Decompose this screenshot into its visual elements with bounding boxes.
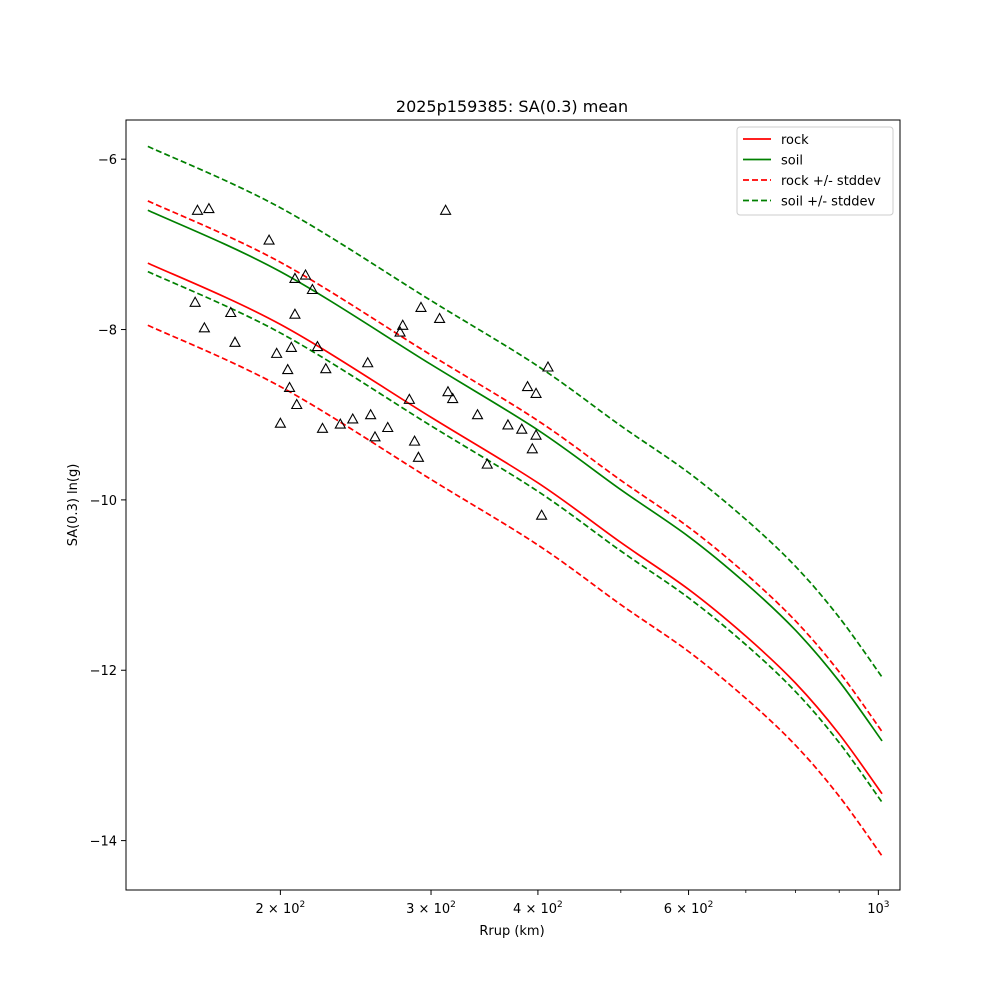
observation-point bbox=[189, 296, 202, 307]
observation-point bbox=[415, 301, 427, 312]
observation-point bbox=[394, 325, 406, 337]
legend-label: rock +/- stddev bbox=[781, 174, 881, 189]
observation-point bbox=[530, 387, 542, 398]
observation-point bbox=[224, 306, 237, 318]
observations bbox=[189, 202, 554, 520]
observation-point bbox=[299, 268, 312, 280]
observation-point bbox=[530, 429, 542, 440]
y-tick-label: −12 bbox=[90, 664, 117, 679]
observation-point bbox=[290, 398, 303, 410]
observation-point bbox=[481, 457, 494, 469]
observation-point bbox=[471, 408, 484, 420]
observation-point bbox=[316, 422, 329, 433]
observation-point bbox=[442, 385, 454, 397]
legend: rock soil rock +/- stddev soil +/- stddev bbox=[736, 126, 894, 216]
observation-point bbox=[285, 341, 298, 352]
observation-point bbox=[526, 442, 539, 454]
observation-point bbox=[229, 336, 241, 347]
axes-frame bbox=[125, 119, 901, 891]
observation-point bbox=[270, 347, 283, 358]
x-tick-label: 2 × 102 bbox=[256, 900, 306, 917]
observation-point bbox=[274, 417, 287, 428]
y-tick-label: −10 bbox=[90, 494, 117, 509]
x-tick-label: 4 × 102 bbox=[513, 900, 563, 917]
rock-stddev-line bbox=[147, 200, 883, 733]
soil-line bbox=[147, 209, 883, 742]
y-axis-label: SA(0.3) ln(g) bbox=[66, 464, 81, 547]
observation-point bbox=[263, 233, 275, 245]
observation-point bbox=[535, 509, 548, 520]
observation-point bbox=[311, 340, 324, 352]
stddev-band-line bbox=[147, 324, 883, 857]
observation-point bbox=[515, 423, 528, 434]
observation-point bbox=[364, 408, 377, 420]
observation-point bbox=[281, 363, 294, 375]
observation-point bbox=[346, 412, 359, 424]
observation-point bbox=[289, 272, 301, 283]
x-tick-label: 6 × 102 bbox=[664, 900, 714, 917]
observation-point bbox=[319, 362, 332, 374]
observation-point bbox=[369, 430, 381, 442]
plot-area: −6 −8 −10 −12 −14 2 × 102 3 × 102 4 × 102 6 × 10… bbox=[90, 119, 901, 917]
observation-point bbox=[408, 434, 421, 446]
observation-point bbox=[191, 204, 204, 215]
observation-point bbox=[381, 421, 394, 433]
legend-label: soil bbox=[781, 154, 803, 169]
rock-line bbox=[147, 262, 883, 795]
soil-stddev-line bbox=[147, 145, 883, 678]
observation-point bbox=[412, 451, 425, 462]
observation-point bbox=[202, 202, 215, 214]
observation-point bbox=[198, 321, 211, 333]
observation-point bbox=[542, 360, 554, 372]
observation-point bbox=[334, 417, 347, 429]
observation-point bbox=[283, 381, 296, 393]
observation-point bbox=[521, 380, 534, 392]
stddev-band-line bbox=[147, 270, 883, 803]
observation-point bbox=[306, 283, 319, 295]
legend-label: rock bbox=[781, 133, 809, 148]
legend-box bbox=[736, 126, 894, 216]
y-tick-label: −8 bbox=[98, 324, 117, 339]
observation-point bbox=[403, 393, 416, 404]
y-tick-label: −6 bbox=[98, 153, 117, 168]
observation-point bbox=[439, 204, 452, 215]
series-lines bbox=[147, 145, 883, 857]
observation-point bbox=[502, 418, 514, 430]
observation-point bbox=[446, 392, 459, 404]
x-axis-label: Rrup (km) bbox=[479, 924, 544, 939]
observation-point bbox=[361, 356, 374, 368]
chart-title: 2025p159385: SA(0.3) mean bbox=[396, 97, 628, 116]
observation-point bbox=[433, 312, 446, 324]
y-tick-label: −14 bbox=[90, 835, 117, 850]
observation-point bbox=[396, 319, 409, 330]
legend-label: soil +/- stddev bbox=[781, 195, 876, 210]
observation-point bbox=[289, 308, 301, 319]
x-tick-label: 3 × 102 bbox=[406, 900, 456, 917]
